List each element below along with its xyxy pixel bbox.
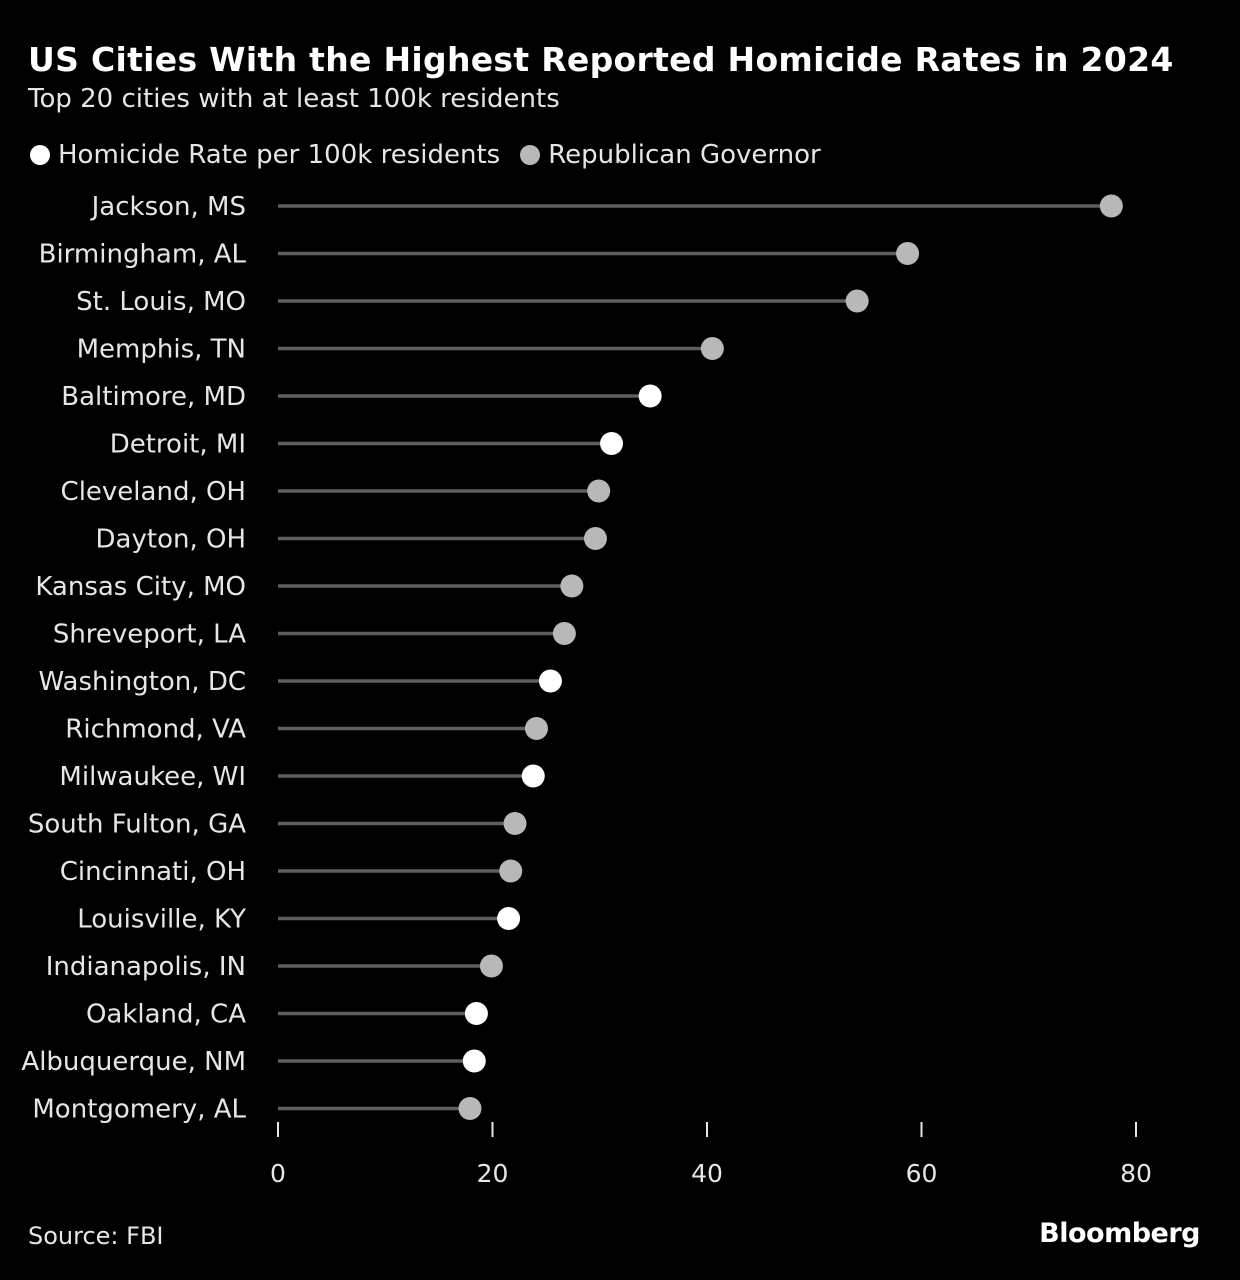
lollipop-chart: Jackson, MS Birmingham, AL St. Louis, MO Me… [21,192,1152,1188]
city-label: Dayton, OH [96,525,246,555]
legend-label: Homicide Rate per 100k residents [58,140,501,170]
city-label: Montgomery, AL [32,1095,246,1125]
lollipop-dot [458,1097,482,1120]
city-label: South Fulton, GA [28,810,246,840]
lollipop-dot [1099,194,1123,218]
x-tick-label: 80 [1120,1159,1152,1188]
source-note: Source: FBI [28,1222,164,1250]
city-label: Richmond, VA [65,715,246,745]
lollipop-dot [552,622,576,645]
city-label: St. Louis, MO [76,287,246,317]
lollipop-dot [600,432,624,455]
legend-dot-gray [520,145,541,165]
lollipop-dot [896,242,920,265]
lollipop-dot [638,384,662,408]
lollipop-dot [845,289,869,313]
lollipop-dot [503,812,527,835]
chart-title: US Cities With the Highest Reported Homi… [28,40,1174,79]
x-tick-label: 40 [691,1159,723,1188]
x-tick-label: 0 [270,1159,286,1188]
city-label: Baltimore, MD [61,382,246,412]
chart-subtitle: Top 20 cities with at least 100k residen… [28,84,560,114]
city-label: Memphis, TN [77,335,246,365]
lollipop-dot [583,527,607,550]
city-label: Detroit, MI [110,430,246,460]
x-tick-label: 20 [477,1159,509,1188]
lollipop-dot [521,764,545,788]
lollipop-dot [464,1002,488,1025]
lollipop-dot [462,1049,486,1073]
lollipop-dot [560,574,584,598]
lollipop-dot [700,337,724,360]
x-tick-label: 60 [906,1159,938,1188]
legend-item-homicide-rate: Homicide Rate per 100k residents [30,140,500,170]
city-label: Jackson, MS [90,192,246,222]
legend-dot-white [30,145,50,165]
lollipop-dot [497,907,521,930]
city-label: Washington, DC [39,667,247,697]
city-label: Louisville, KY [77,905,246,935]
city-label: Indianapolis, IN [46,952,246,982]
lollipop-dot [524,717,548,740]
lollipop-dot [587,479,611,503]
legend: Homicide Rate per 100k residents Republi… [30,140,821,170]
city-label: Oakland, CA [86,1000,246,1030]
city-label: Birmingham, AL [39,240,247,270]
lollipop-dot [538,669,562,693]
city-label: Cleveland, OH [61,477,246,507]
legend-label: Republican Governor [548,140,821,170]
city-label: Kansas City, MO [35,572,246,602]
lollipop-dot [479,954,503,978]
legend-item-republican-governor: Republican Governor [520,140,821,170]
city-label: Shreveport, LA [53,620,246,650]
bloomberg-logo: Bloomberg [1039,1218,1200,1249]
lollipop-dot [499,859,523,883]
city-label: Cincinnati, OH [60,857,246,887]
city-label: Albuquerque, NM [21,1047,246,1077]
city-label: Milwaukee, WI [59,762,246,792]
